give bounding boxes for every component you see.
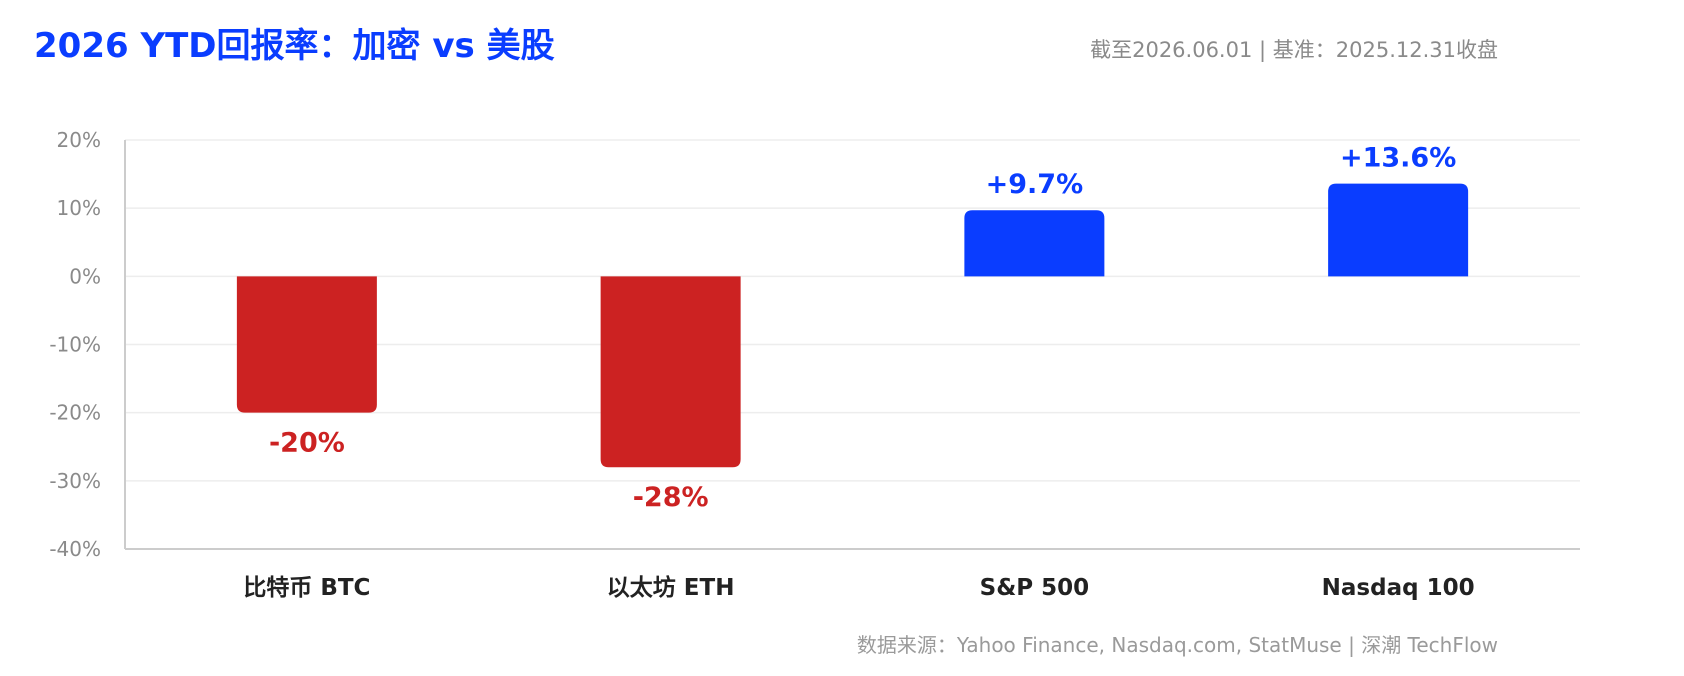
chart-title: 2026 YTD回报率：加密 vs 美股 <box>34 26 555 66</box>
bar <box>600 276 741 468</box>
y-tick-label: 10% <box>57 196 101 220</box>
y-tick-label: 0% <box>69 264 101 288</box>
bar-value-label: +9.7% <box>986 169 1084 200</box>
x-category-label: 以太坊 ETH <box>607 574 735 601</box>
bar-value-label: -28% <box>633 482 709 513</box>
y-tick-label: -30% <box>49 469 101 493</box>
y-tick-label: 20% <box>57 128 101 152</box>
bar <box>236 276 377 413</box>
chart-date-note: 截至2026.06.01 | 基准：2025.12.31收盘 <box>1090 38 1498 62</box>
bar-value-label: +13.6% <box>1340 143 1456 174</box>
labels: -20% 比特币 BTC -28% 以太坊 ETH +9.7% S&P 500 +13.6%… <box>243 143 1474 601</box>
y-tick-label: -20% <box>49 401 101 425</box>
x-category-label: S&P 500 <box>980 575 1090 601</box>
x-category-label: Nasdaq 100 <box>1322 575 1475 601</box>
y-tick-label: -10% <box>49 333 101 357</box>
axes: 20% 10% 0% -10% -20% -30% -40% <box>49 128 1580 561</box>
bar <box>1328 183 1469 277</box>
x-category-label: 比特币 BTC <box>243 575 370 601</box>
bar-value-label: -20% <box>269 428 345 459</box>
data-source-note: 数据来源：Yahoo Finance, Nasdaq.com, StatMuse… <box>856 633 1498 657</box>
bars <box>236 183 1469 468</box>
bar <box>964 210 1105 277</box>
y-tick-label: -40% <box>49 537 101 561</box>
